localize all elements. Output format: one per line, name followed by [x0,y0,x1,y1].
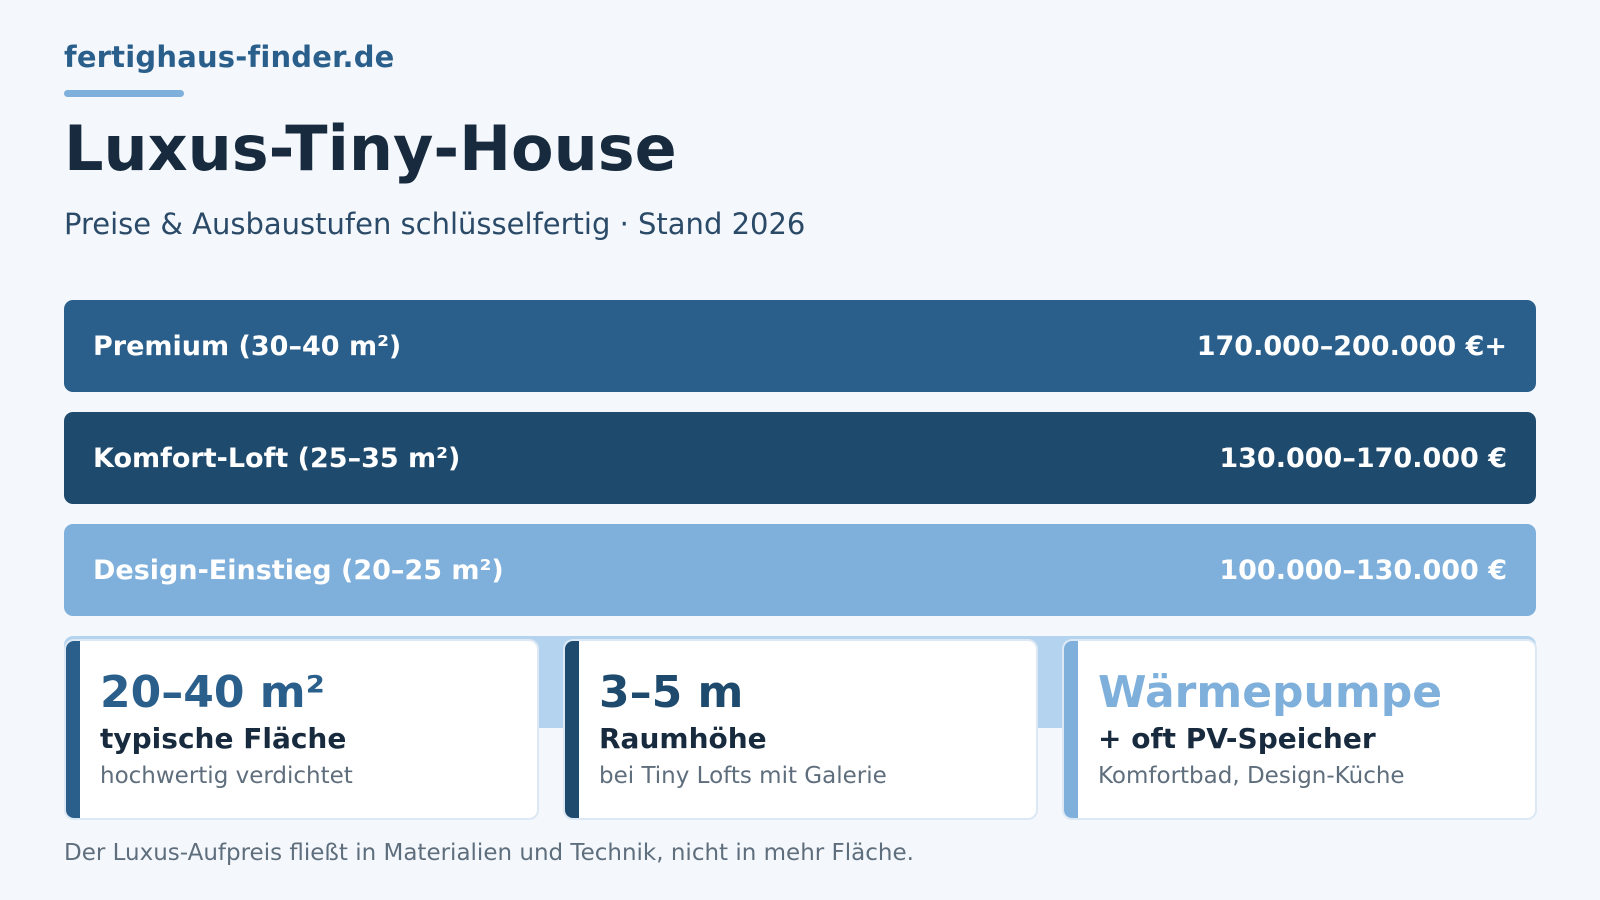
tier-design-einstieg: Design-Einstieg (20–25 m²) 100.000–130.0… [64,524,1536,616]
card-value: Wärmepumpe [1098,667,1443,718]
card-value: 20–40 m² [100,667,325,718]
tier-price: 130.000–170.000 € [1219,442,1507,474]
card-label: Raumhöhe [599,721,767,755]
card-label: + oft PV-Speicher [1098,721,1376,755]
card-note: hochwertig verdichtet [100,762,353,789]
brand-logo-text[interactable]: fertighaus-finder.de [64,40,395,74]
fact-card-ceiling-height: 3–5 m Raumhöhe bei Tiny Lofts mit Galeri… [563,639,1038,820]
brand-underline [64,90,184,97]
tier-premium: Premium (30–40 m²) 170.000–200.000 €+ [64,300,1536,392]
tier-komfort-loft: Komfort-Loft (25–35 m²) 130.000–170.000 … [64,412,1536,504]
page-title: Luxus-Tiny-House [64,112,677,185]
tier-label: Design-Einstieg (20–25 m²) [93,554,504,586]
card-note: Komfortbad, Design-Küche [1098,762,1405,789]
page-subtitle: Preise & Ausbaustufen schlüsselfertig · … [64,207,806,241]
tier-label: Premium (30–40 m²) [93,330,402,362]
card-value: 3–5 m [599,667,744,718]
tier-label: Komfort-Loft (25–35 m²) [93,442,461,474]
tier-price: 100.000–130.000 € [1219,554,1507,586]
card-note: bei Tiny Lofts mit Galerie [599,762,887,789]
fact-card-heating: Wärmepumpe + oft PV-Speicher Komfortbad,… [1062,639,1537,820]
footnote: Der Luxus-Aufpreis fließt in Materialien… [64,840,914,866]
fact-card-area: 20–40 m² typische Fläche hochwertig verd… [64,639,539,820]
card-label: typische Fläche [100,721,347,755]
tier-price: 170.000–200.000 €+ [1196,330,1507,362]
